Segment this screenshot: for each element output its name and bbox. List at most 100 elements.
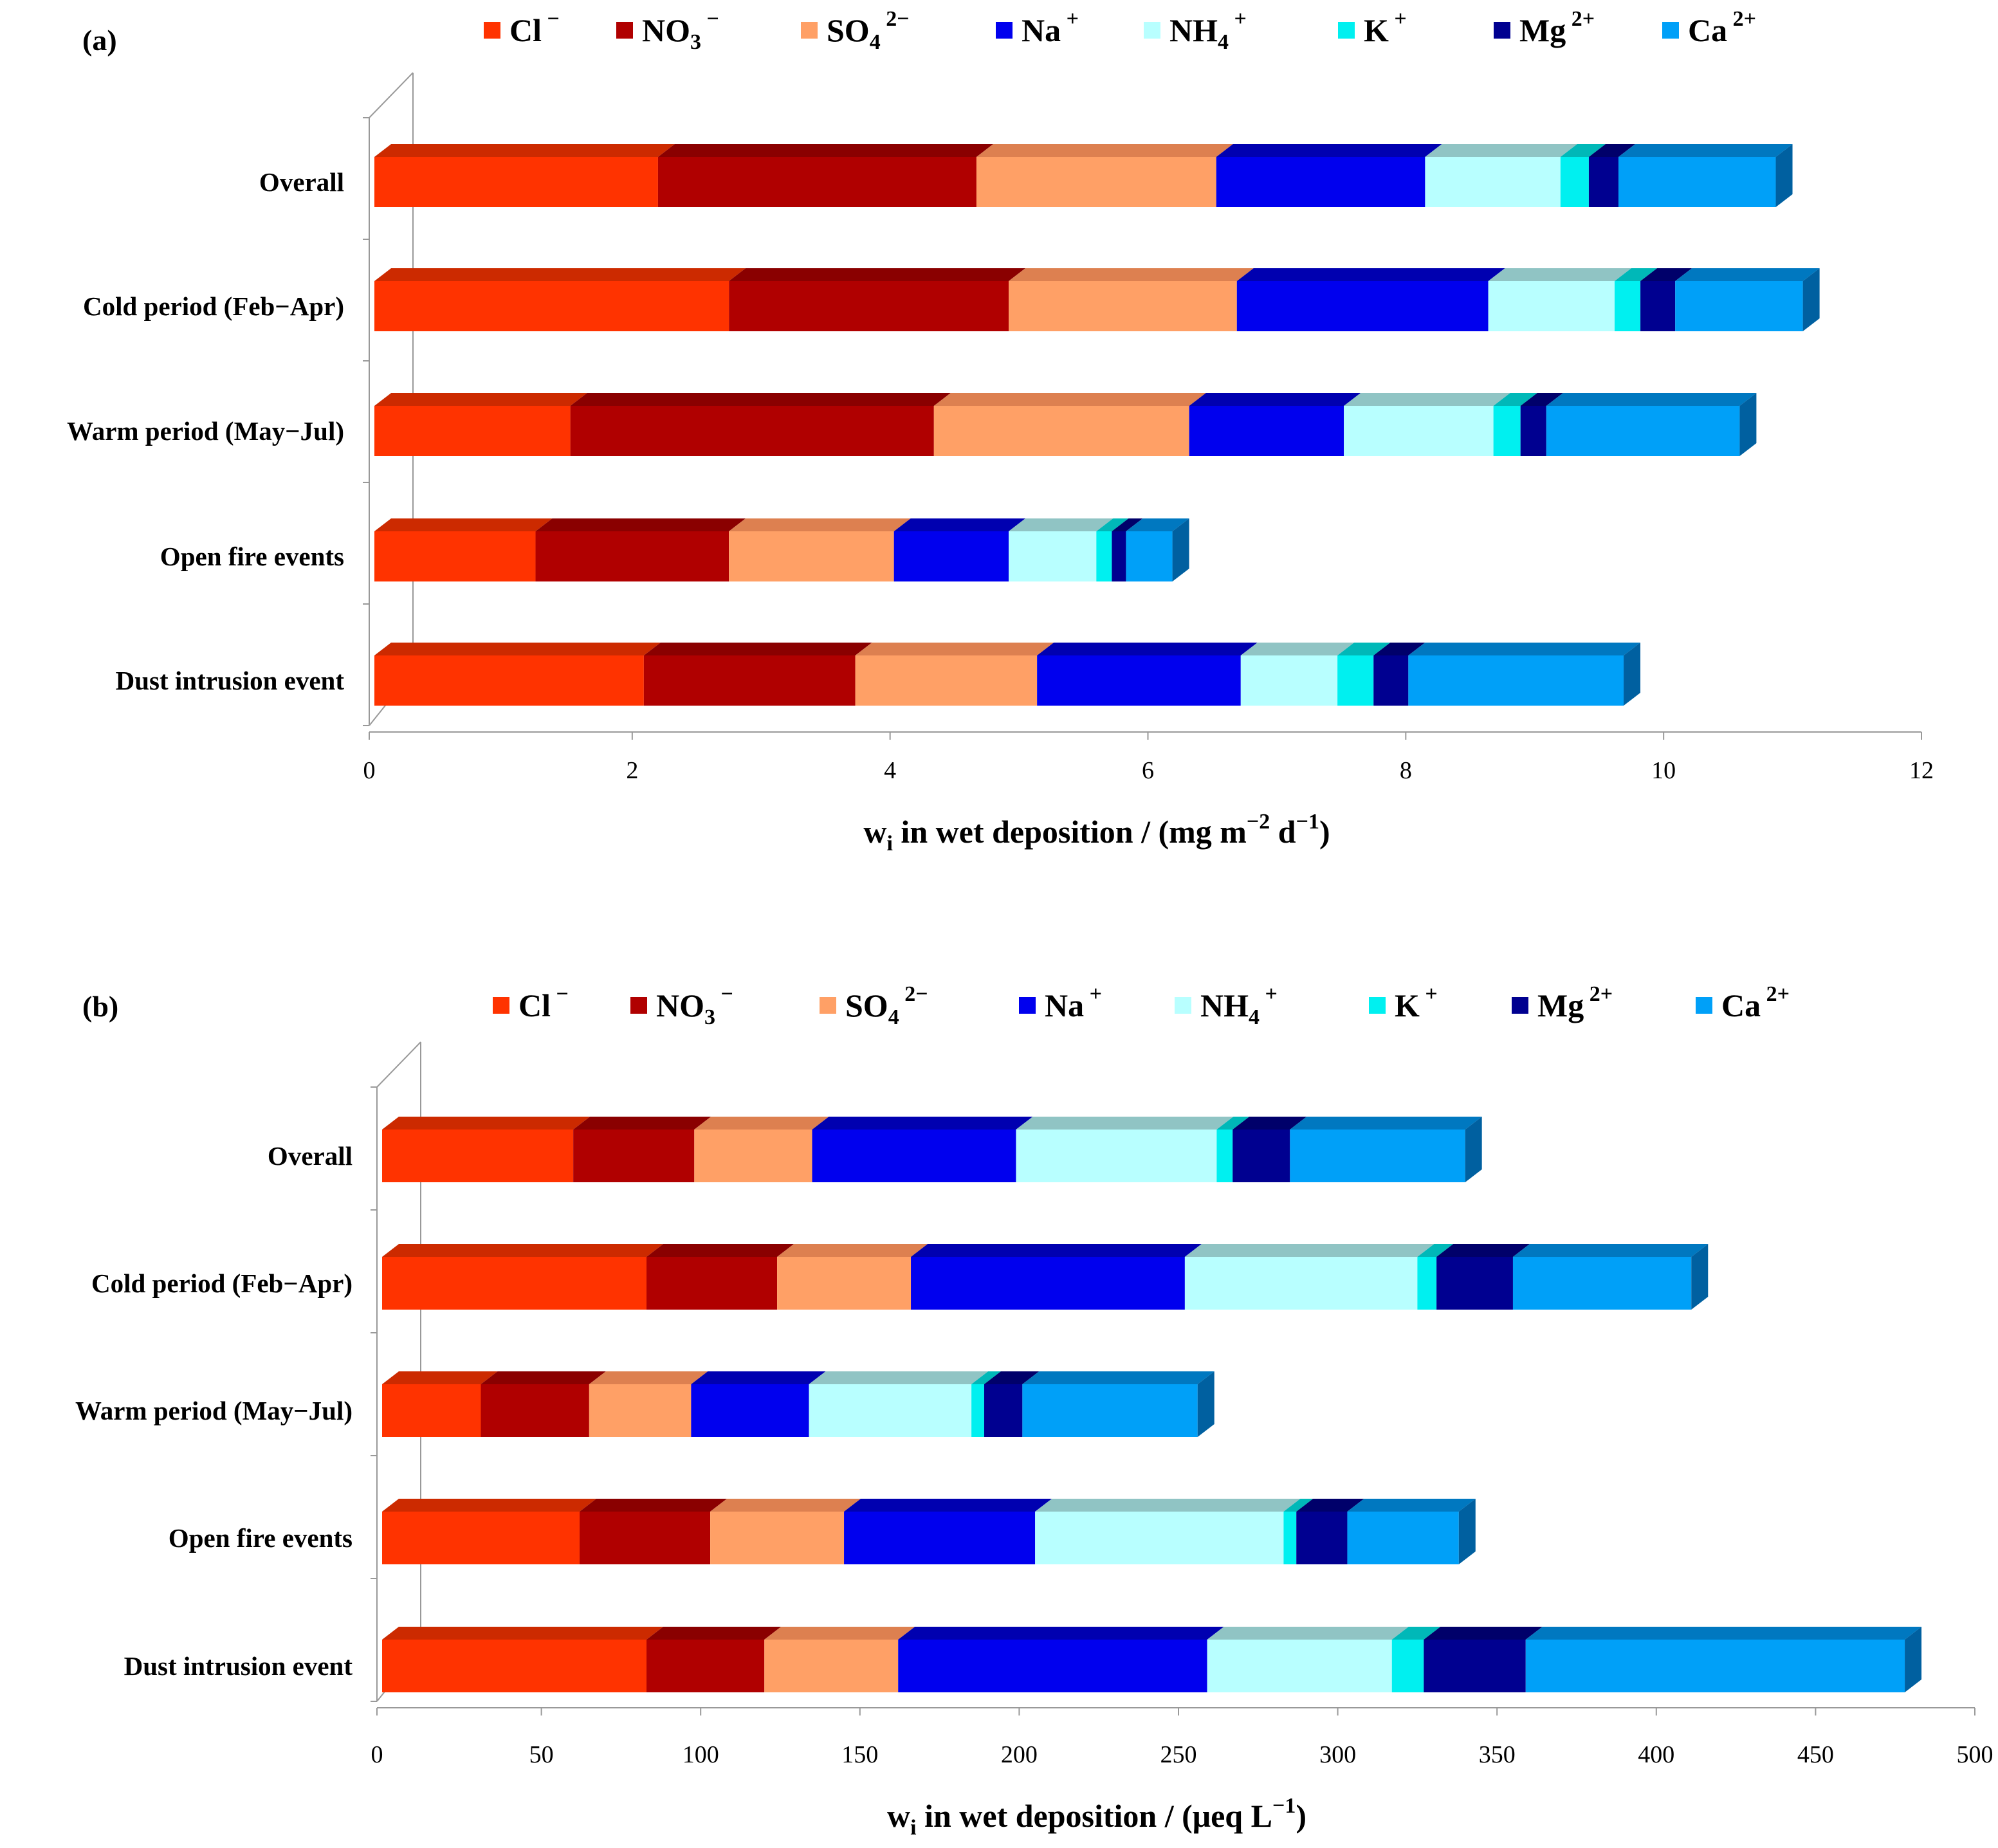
bar-segment-cl [382,1627,664,1692]
legend-swatch [1494,22,1510,39]
bar-segment-cl [374,393,587,456]
bar-row: Open fire events [169,1499,1476,1564]
legend-item-no3: NO3 − [616,7,719,54]
bar-segment-ca [1290,1117,1482,1182]
legend-label: Cl − [509,7,560,48]
bar-front-face [657,157,976,207]
bar-segment-no3 [657,144,993,207]
bar-top-face [1296,1499,1364,1512]
bar-front-face [643,655,856,706]
bar-front-face [1640,281,1676,331]
bar-top-face [694,1117,829,1130]
bar-top-face [1009,268,1254,281]
bar-top-face [933,393,1206,406]
bar-top-face [1425,144,1577,157]
bar-top-face [1408,643,1641,655]
bar-segment-k [1493,393,1537,456]
x-tick-label: 150 [841,1741,878,1768]
bar-front-face [1009,281,1237,331]
legend-label: Mg 2+ [1519,7,1595,48]
bar-segment-mg [1296,1499,1364,1564]
bar-front-face [646,1640,765,1692]
panel-b: (b) Cl − NO3 − SO4 2− Na + NH4 + K + Mg 2+ Ca 2+… [75,982,1993,1840]
legend-label: SO4 2− [845,982,928,1029]
bar-segment-ca [1022,1371,1214,1437]
legend-item-no3: NO3 − [630,982,733,1029]
bar-side-face [1624,643,1641,706]
bar-front-face [382,1640,647,1692]
bar-side-face [1691,1244,1709,1310]
bar-top-face [984,1371,1040,1384]
bar-top-face [1290,1117,1482,1130]
bar-front-face [1126,531,1173,581]
bar-segment-k [1615,268,1658,331]
bar-top-face [1337,643,1391,655]
bar-front-face [812,1130,1016,1182]
bar-front-face [374,531,536,581]
x-tick-label: 350 [1479,1741,1516,1768]
bar-segment-na [894,518,1026,581]
bar-top-face [1373,643,1425,655]
bar-side-face [1458,1499,1476,1564]
bar-segment-so4 [777,1244,928,1310]
legend-item-na: Na + [996,7,1079,48]
bar-top-face [589,1371,708,1384]
bar-top-face [382,1244,664,1257]
bar-top-face [646,1244,794,1257]
bar-segment-no3 [729,268,1026,331]
bar-front-face [1347,1512,1459,1564]
bar-top-face [1520,393,1563,406]
bar-front-face [1618,157,1776,207]
bar-top-face [894,518,1026,531]
legend-label: Ca 2+ [1688,7,1756,48]
bar-top-face [1344,393,1510,406]
bar-front-face [729,281,1009,331]
bar-front-face [894,531,1009,581]
legend-swatch [1019,997,1036,1014]
bar-top-face [1618,144,1793,157]
bar-segment-no3 [573,1117,711,1182]
bar-front-face [1035,1512,1284,1564]
bar-segment-ca [1546,393,1757,456]
bar-top-face [1112,518,1143,531]
bar-front-face [1022,1384,1198,1437]
bar-top-face [1640,268,1692,281]
bar-front-face [1546,406,1740,456]
bar-front-face [1240,655,1338,706]
bar-segment-no3 [570,393,951,456]
bar-top-face [710,1499,861,1512]
bar-top-face [1436,1244,1530,1257]
legend-item-nh4: NH4 + [1144,7,1247,54]
bar-segment-k [1283,1499,1314,1564]
bar-front-face [1408,655,1624,706]
bar-segment-mg [1373,643,1425,706]
bar-side-face [1739,393,1757,456]
x-tick-label: 12 [1909,757,1934,784]
bar-front-face [1424,1640,1526,1692]
bar-segment-nh4 [1344,393,1510,456]
bar-segment-nh4 [1207,1627,1409,1692]
bar-top-face [1037,643,1258,655]
bar-top-face [481,1371,606,1384]
legend-label: Na + [1022,7,1079,48]
bar-side-face [1465,1117,1482,1182]
bar-front-face [382,1130,574,1182]
bar-front-face [374,655,644,706]
bar-segment-mg [1640,268,1692,331]
bar-segment-k [1391,1627,1441,1692]
bar-top-face [374,643,661,655]
x-tick-label: 300 [1319,1741,1356,1768]
bar-top-face [855,643,1054,655]
bar-front-face [374,157,658,207]
bar-top-face [382,1499,597,1512]
bar-front-face [1184,1257,1418,1310]
x-tick-label: 2 [626,757,638,784]
x-tick-label: 0 [363,757,376,784]
legend-swatch [493,997,509,1014]
bar-front-face [1037,655,1241,706]
legend-item-k: K + [1338,7,1407,48]
bar-top-face [1525,1627,1922,1640]
bar-segment-na [1236,268,1505,331]
x-tick-label: 0 [371,1741,383,1768]
bar-segment-na [1216,144,1442,207]
